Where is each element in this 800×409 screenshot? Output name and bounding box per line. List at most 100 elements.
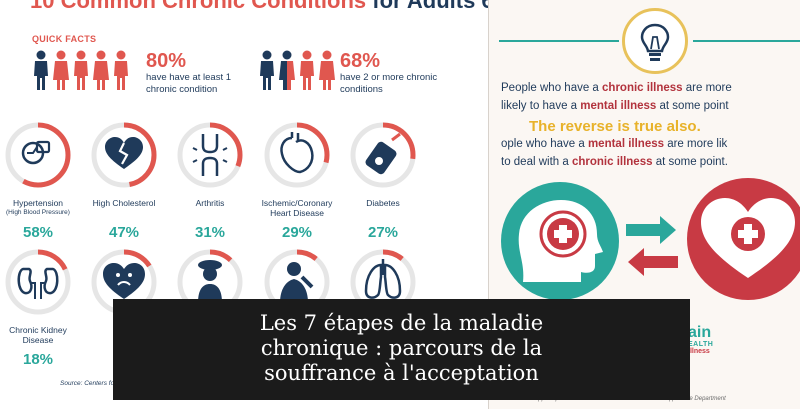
condition-ring	[3, 247, 73, 317]
condition-ring	[262, 247, 332, 317]
highlight-chronic: chronic illness	[602, 82, 683, 94]
title-suffix: for Adults 65+	[372, 0, 519, 13]
fact1-description: have have at least 1 chronic condition	[146, 72, 232, 95]
fact1-percent: 80%	[146, 50, 187, 72]
head-glyph	[518, 200, 603, 282]
condition-item	[170, 247, 250, 317]
person-icon	[53, 50, 69, 90]
heart-organ-icon	[264, 122, 330, 188]
condition-item	[84, 247, 164, 317]
condition-percent: 18%	[22, 351, 54, 368]
brand-logo: ain EALTH Illness	[688, 324, 748, 356]
condition-item: Chronic Kidney Disease 18%	[0, 247, 78, 368]
heart-cross-icon	[687, 178, 800, 300]
infographic-title: 10 Common Chronic Conditions for Adults …	[30, 0, 519, 14]
people-group-80	[32, 50, 130, 90]
condition-ring	[262, 120, 332, 190]
reverse-statement: The reverse is true also.	[529, 118, 701, 135]
mental-chronic-illness-infographic: People who have a chronic illness are mo…	[488, 0, 800, 409]
condition-percent: 29%	[281, 224, 313, 241]
brand-sub-illness: Illness	[688, 348, 710, 355]
person-icon	[319, 50, 335, 90]
highlight-mental: mental illness	[580, 100, 657, 112]
condition-percent: 58%	[22, 224, 54, 241]
condition-item: Hypertension (High Blood Pressure) 58%	[0, 120, 78, 241]
text-span: are more lik	[664, 138, 728, 150]
text-span: likely to have a	[501, 100, 581, 112]
caption-line-3: souffrance à l'acceptation	[264, 361, 539, 385]
text-span: at some point.	[652, 156, 728, 168]
quick-facts-heading: QUICK FACTS	[32, 34, 97, 44]
statement-line-4: to deal with a chronic illness at some p…	[501, 156, 728, 168]
divider-line	[693, 40, 800, 42]
condition-percent: 47%	[108, 224, 140, 241]
heart-glyph	[701, 198, 795, 278]
condition-label: High Cholesterol	[92, 198, 156, 208]
broken-heart-icon	[91, 122, 157, 188]
head-cross-icon	[501, 182, 619, 300]
text-span: are more	[682, 82, 732, 94]
condition-ring	[175, 120, 245, 190]
person-icon	[260, 50, 274, 90]
condition-item	[257, 247, 337, 317]
highlight-chronic: chronic illness	[571, 156, 653, 168]
condition-label: Hypertension	[12, 198, 64, 208]
condition-label: Chronic Kidney Disease	[9, 325, 67, 345]
condition-item: High Cholesterol 47%	[84, 120, 164, 241]
condition-name: Chronic Kidney Disease	[0, 325, 78, 347]
condition-percent: 31%	[194, 224, 226, 241]
condition-name: Diabetes	[343, 198, 423, 220]
person-icon	[300, 50, 314, 90]
kidneys-icon	[5, 249, 71, 315]
person-icon	[74, 50, 88, 90]
condition-name: High Cholesterol	[84, 198, 164, 220]
fact2-percent: 68%	[340, 50, 381, 72]
condition-ring	[348, 120, 418, 190]
condition-percent: 27%	[367, 224, 399, 241]
fact-at-least-one: 80% have have at least 1 chronic conditi…	[146, 50, 256, 96]
brand-main: ain	[688, 324, 712, 341]
divider-line	[499, 40, 619, 42]
fact-two-or-more: 68% have 2 or more chronic conditions	[340, 50, 450, 96]
text-span: at some point	[656, 100, 729, 112]
text-span: to deal with a	[501, 156, 572, 168]
condition-item: Ischemic/Coronary Heart Disease 29%	[257, 120, 337, 241]
condition-name: Arthritis	[170, 198, 250, 220]
source-note: Source: Centers fo	[60, 380, 115, 387]
fact2-description: have 2 or more chronic conditions	[340, 72, 438, 95]
blood-pressure-icon	[5, 122, 71, 188]
text-span: People who have a	[501, 82, 603, 94]
title-main: 10 Common Chronic Conditions	[30, 0, 367, 13]
caption-line-2: chronique : parcours de la	[260, 336, 543, 360]
condition-ring	[175, 247, 245, 317]
condition-ring	[3, 120, 73, 190]
person-icon	[177, 249, 243, 315]
article-caption: Les 7 étapes de la maladie chronique : p…	[113, 299, 690, 400]
person-icon	[93, 50, 109, 90]
condition-ring	[89, 247, 159, 317]
lightbulb-icon	[622, 8, 688, 74]
person-icon	[114, 50, 128, 90]
sad-person-icon	[264, 249, 330, 315]
condition-sublabel: (High Blood Pressure)	[6, 209, 70, 216]
text-span: ople who have a	[501, 138, 588, 150]
condition-name: Ischemic/Coronary Heart Disease	[257, 198, 337, 220]
exchange-arrows-icon	[626, 216, 678, 276]
statement-line-3: ople who have a mental illness are more …	[501, 138, 727, 150]
condition-label: Ischemic/Coronary Heart Disease	[261, 198, 333, 218]
condition-ring	[89, 120, 159, 190]
person-icon	[279, 50, 295, 90]
caption-line-1: Les 7 étapes de la maladie	[259, 311, 544, 335]
lightbulb-glyph	[640, 23, 670, 61]
condition-item: Diabetes 27%	[343, 120, 423, 241]
sad-heart-icon	[91, 249, 157, 315]
statement-line-1: People who have a chronic illness are mo…	[501, 82, 732, 94]
person-icon	[34, 50, 48, 90]
condition-item: Arthritis 31%	[170, 120, 250, 241]
people-group-68	[258, 50, 336, 90]
glucose-meter-icon	[350, 122, 416, 188]
highlight-mental: mental illness	[587, 138, 665, 150]
statement-line-2: likely to have a mental illness at some …	[501, 100, 729, 112]
condition-label: Arthritis	[195, 198, 225, 208]
brand-sub-health: EALTH	[688, 341, 714, 348]
